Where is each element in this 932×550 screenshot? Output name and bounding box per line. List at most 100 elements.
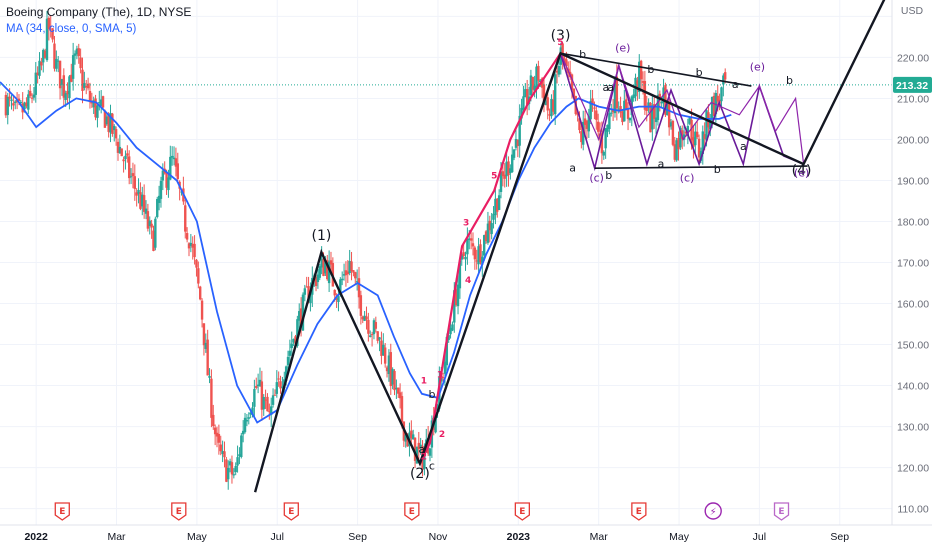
candle-body <box>669 122 673 127</box>
candle-body <box>34 72 37 95</box>
wave-label-sub: c <box>429 460 435 473</box>
time-tick-label: May <box>187 531 208 543</box>
candle-body <box>195 259 198 268</box>
candle-body <box>393 370 396 391</box>
candle-body <box>206 339 209 376</box>
wave-label-sub: a <box>658 157 665 170</box>
candle-body <box>342 274 346 276</box>
candle-body <box>210 378 213 418</box>
candle-body <box>692 137 695 147</box>
candle-body <box>468 238 471 241</box>
wave-label-minor: 2 <box>439 430 445 440</box>
candle-body <box>456 284 460 307</box>
wave-label-sub: b <box>605 169 612 182</box>
event-marker-earnings[interactable]: E <box>54 502 70 521</box>
candle-body <box>660 101 663 104</box>
price-tick-label: 150.00 <box>897 340 929 352</box>
candle-body <box>695 131 699 138</box>
candle-body <box>301 294 305 331</box>
candle-body <box>127 156 131 179</box>
candle-body <box>596 121 600 132</box>
earnings-icon <box>283 502 299 521</box>
candle-body <box>591 98 594 105</box>
candle-body <box>628 117 632 121</box>
event-marker-dividend[interactable]: ⚡ <box>704 502 722 520</box>
candle-body <box>651 105 654 130</box>
wave-label-minor: 3 <box>463 219 469 229</box>
candle-body <box>187 243 191 249</box>
candle-body <box>516 139 520 147</box>
candle-body <box>473 247 477 260</box>
candle-body <box>555 70 559 73</box>
candle-body <box>212 414 215 426</box>
candle-body <box>464 256 467 260</box>
candle-body <box>234 466 237 473</box>
candle-body <box>434 412 437 433</box>
candle-body <box>204 342 208 349</box>
candle-body <box>363 315 366 321</box>
candle-body <box>191 243 194 248</box>
candle-body <box>77 48 80 57</box>
triangle-line <box>560 52 752 87</box>
candle-body <box>66 90 69 95</box>
candle-body <box>712 95 716 116</box>
candle-body <box>354 272 357 279</box>
event-marker-earnings-future[interactable]: E <box>773 502 790 521</box>
candle-body <box>314 276 318 287</box>
candle-body <box>509 168 512 174</box>
candle-body <box>228 461 232 466</box>
symbol-title[interactable]: Boeing Company (The), 1D, NYSE <box>6 5 192 19</box>
candle-body <box>553 74 557 115</box>
ma-indicator-label[interactable]: MA (34, close, 0, SMA, 5) <box>6 23 137 35</box>
candle-body <box>40 62 43 66</box>
price-tick-label: 110.00 <box>897 504 928 516</box>
candle-body <box>322 258 325 277</box>
candle-body <box>227 467 230 480</box>
minor-wave-line <box>418 52 562 464</box>
event-marker-earnings[interactable]: E <box>514 502 530 521</box>
wave-label-sub: (c) <box>589 172 604 185</box>
candle-body <box>247 417 250 419</box>
candle-body <box>118 146 122 154</box>
candle-body <box>260 381 264 410</box>
candle-body <box>131 173 135 177</box>
candle-body <box>355 281 359 283</box>
wave-label-main: (2) <box>410 466 430 482</box>
wave-label-sub: a <box>569 161 576 174</box>
candle-body <box>309 291 312 304</box>
event-marker-earnings[interactable]: E <box>283 502 299 521</box>
candle-body <box>378 337 381 340</box>
candle-body <box>720 87 723 102</box>
event-marker-earnings[interactable]: E <box>171 502 187 521</box>
candle-body <box>326 260 329 280</box>
candle-body <box>492 213 495 220</box>
earnings-icon <box>514 502 530 521</box>
currency-label: USD <box>901 5 924 17</box>
grid-lines <box>0 0 892 525</box>
candle-body <box>423 451 426 470</box>
wave-label-sub: (e) <box>794 166 809 179</box>
candle-body <box>611 108 615 113</box>
candle-body <box>619 106 622 113</box>
event-marker-earnings[interactable]: E <box>631 502 647 521</box>
candle-body <box>60 79 64 85</box>
candle-body <box>540 78 544 88</box>
candle-body <box>176 163 179 179</box>
candle-body <box>113 125 116 131</box>
candle-body <box>146 211 150 229</box>
candle-body <box>75 48 79 55</box>
candle-body <box>615 76 619 109</box>
time-axis-bg <box>0 525 932 550</box>
event-marker-earnings[interactable]: E <box>404 502 420 521</box>
time-tick-label: Jul <box>271 531 284 543</box>
candle-body <box>550 98 553 117</box>
candle-body <box>83 83 86 88</box>
earnings-glyph: E <box>636 507 642 517</box>
candle-body <box>111 113 114 134</box>
earnings-icon <box>773 502 790 521</box>
candle-body <box>497 195 501 210</box>
candle-body <box>398 392 402 399</box>
candle-body <box>333 289 336 296</box>
